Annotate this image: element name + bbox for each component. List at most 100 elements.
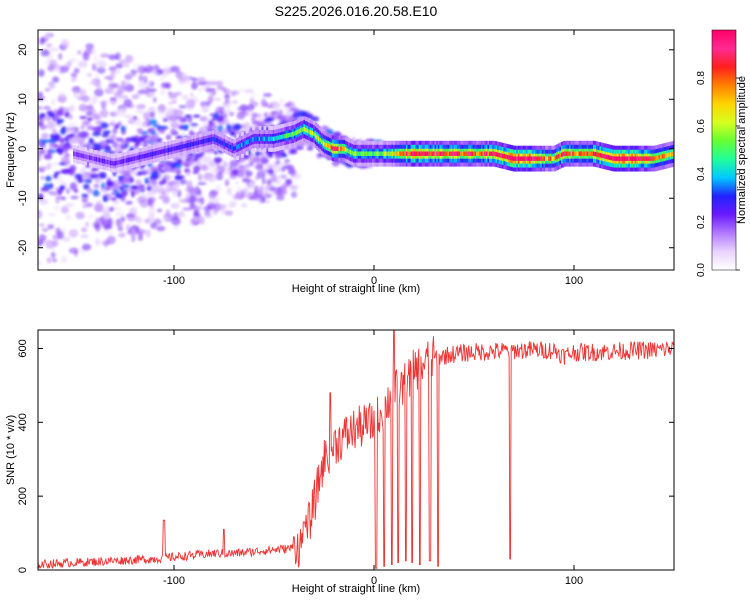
- ridge-cell: [317, 136, 321, 141]
- spectral-blob: [92, 126, 97, 132]
- spectral-blob: [179, 179, 187, 185]
- ridge-cell: [665, 153, 668, 158]
- spectral-blob: [81, 243, 92, 251]
- spectral-blob: [99, 53, 110, 58]
- spectral-blob: [263, 112, 269, 118]
- ridge-cell: [505, 154, 508, 159]
- ridge-cell: [511, 156, 515, 161]
- spectral-blob: [244, 163, 251, 169]
- ridge-cell: [434, 151, 438, 156]
- spectral-blob: [214, 195, 221, 203]
- spectral-blob: [53, 205, 59, 211]
- spectral-blob: [94, 125, 103, 133]
- spectral-blob: [165, 160, 174, 166]
- ridge-cell: [482, 151, 486, 156]
- spectral-blob: [130, 185, 138, 190]
- spectral-blob: [332, 132, 342, 137]
- spectral-blob: [73, 67, 80, 74]
- ridge-cell: [97, 157, 100, 162]
- spectral-blob: [170, 122, 176, 130]
- spectral-blob: [40, 166, 50, 170]
- spectral-blob: [138, 80, 146, 89]
- ridge-cell: [252, 137, 255, 142]
- spectral-blob: [73, 188, 79, 193]
- spectral-blob: [104, 76, 112, 80]
- spectral-blob: [191, 77, 199, 82]
- ridge-cell: [261, 136, 265, 142]
- spectral-blob: [44, 87, 51, 92]
- ridge-cell: [105, 159, 108, 164]
- spectral-blob: [222, 109, 232, 114]
- spectral-blob: [153, 64, 160, 70]
- spectral-blob: [199, 216, 205, 225]
- ridge-cell: [273, 136, 276, 142]
- spectral-blob: [177, 158, 182, 163]
- ridge-cell: [156, 150, 159, 156]
- spectrogram-heatmap: [38, 30, 674, 270]
- spectral-blob: [295, 146, 304, 150]
- spectral-blob: [122, 177, 131, 185]
- ridge-cell: [401, 151, 404, 156]
- ridge-cell: [657, 155, 660, 160]
- spectral-blob: [251, 117, 256, 122]
- spectral-blob: [143, 75, 148, 84]
- spectral-blob: [184, 168, 190, 173]
- colorbar-tick-label: 0.0: [696, 263, 707, 277]
- ridge-cell: [236, 144, 239, 150]
- spectral-blob: [226, 187, 232, 196]
- ridge-cell: [618, 156, 622, 161]
- spectral-blob: [251, 113, 261, 118]
- spectral-blob: [141, 134, 149, 139]
- ridge-cell: [442, 151, 446, 156]
- spectral-blob: [108, 66, 117, 72]
- spectral-blob: [259, 185, 264, 192]
- spectral-blob: [109, 134, 117, 141]
- spectral-blob: [122, 171, 131, 177]
- ridge-cell: [605, 154, 609, 160]
- spectral-blob: [183, 124, 190, 129]
- ridge-cell: [557, 154, 561, 159]
- ridge-cell: [625, 156, 628, 161]
- ridge-cell: [629, 156, 633, 161]
- ridge-cell: [445, 151, 449, 156]
- spectral-blob: [41, 139, 51, 143]
- spectral-blob: [229, 130, 236, 136]
- spectral-blob: [184, 193, 191, 200]
- ridge-cell: [183, 143, 187, 149]
- ridge-cell: [554, 155, 558, 161]
- x-tick-label: 100: [565, 275, 583, 287]
- ridge-cell: [341, 146, 345, 151]
- ridge-cell: [122, 159, 126, 164]
- spectral-blob: [144, 64, 154, 74]
- ridge-cell: [233, 146, 236, 151]
- ridge-cell: [178, 145, 182, 150]
- spectral-blob: [263, 93, 272, 97]
- ridge-cell: [130, 157, 134, 162]
- spectral-blob: [49, 47, 59, 51]
- spectral-blob: [148, 119, 158, 126]
- spectral-blob: [62, 142, 72, 150]
- spectral-blob: [137, 233, 144, 241]
- spectral-blob: [50, 251, 56, 259]
- spectral-blob: [108, 54, 118, 60]
- ridge-cell: [641, 156, 644, 161]
- spectral-blob: [92, 189, 100, 197]
- spectral-blob: [68, 104, 75, 113]
- spectral-blob: [271, 110, 277, 115]
- ridge-cell: [530, 156, 534, 161]
- spectral-blob: [78, 130, 88, 139]
- spectral-blob: [241, 203, 248, 208]
- spectral-blob: [91, 167, 99, 172]
- ridge-cell: [615, 156, 619, 161]
- spectral-blob: [52, 258, 58, 263]
- ridge-cell: [172, 146, 175, 152]
- ridge-cell: [661, 154, 665, 159]
- ridge-cell: [365, 151, 369, 156]
- spectral-blob: [177, 211, 186, 220]
- ridge-cell: [668, 152, 671, 158]
- spectral-blob: [81, 120, 91, 126]
- spectral-blob: [92, 142, 101, 149]
- spectral-blob: [90, 173, 99, 179]
- spectral-blob: [285, 178, 290, 184]
- ridge-cell: [436, 151, 439, 156]
